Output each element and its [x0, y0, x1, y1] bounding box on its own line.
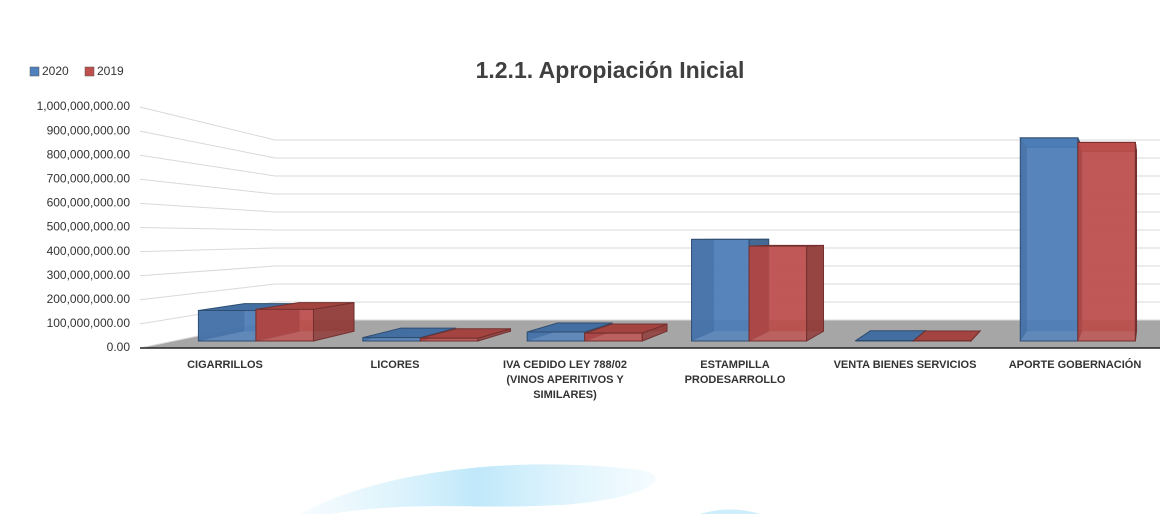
grid-line — [139, 265, 1160, 277]
grid-line — [139, 227, 1160, 231]
x-tick-label: ESTAMPILLA PRODESARROLLO — [684, 359, 786, 386]
bar-front — [197, 310, 257, 342]
grid-line — [139, 283, 1160, 301]
x-tick-label: LICORES — [370, 359, 420, 371]
y-tick-label: 300,000,000.00 — [47, 268, 131, 282]
bar-front — [362, 337, 421, 342]
grid-line — [139, 247, 1160, 253]
bar — [748, 244, 825, 342]
bar-front — [748, 245, 808, 342]
bar-front — [584, 332, 643, 342]
bar-right-side — [806, 244, 825, 342]
y-tick-label: 800,000,000.00 — [47, 147, 131, 161]
y-tick-label: 600,000,000.00 — [47, 196, 131, 210]
y-tick-label: 200,000,000.00 — [47, 292, 131, 306]
grid-line — [139, 154, 1160, 177]
bar — [1077, 141, 1138, 342]
grid-line — [139, 202, 1160, 213]
bar-front — [1019, 137, 1079, 342]
bar — [255, 301, 355, 342]
bar-front — [526, 331, 586, 342]
x-tick-label: APORTE GOBERNACIÓN — [1008, 359, 1142, 371]
x-tick-label: VENTA BIENES SERVICIOS — [833, 359, 977, 371]
y-tick-label: 100,000,000.00 — [47, 316, 131, 330]
y-tick-label: 400,000,000.00 — [47, 244, 131, 258]
bar — [1019, 137, 1083, 342]
grid-line — [139, 301, 1160, 325]
watermark — [700, 509, 760, 514]
legend-swatch — [84, 66, 95, 77]
legend-label: 2019 — [97, 64, 124, 78]
bar — [912, 329, 982, 343]
bar-front — [691, 238, 750, 342]
watermark — [300, 464, 656, 514]
y-tick-label: 700,000,000.00 — [47, 171, 131, 185]
bar — [419, 328, 512, 342]
legend-swatch — [29, 66, 40, 77]
bar-front — [1077, 141, 1136, 342]
y-tick-label: 500,000,000.00 — [47, 220, 131, 234]
y-tick-label: 0.00 — [107, 340, 131, 354]
bar-top — [912, 330, 982, 342]
y-tick-label: 900,000,000.00 — [47, 123, 131, 137]
legend: 2020 2019 — [29, 64, 124, 78]
y-tick-label: 1,000,000,000.00 — [37, 99, 131, 113]
grid-line — [139, 130, 1160, 159]
bar-front — [255, 308, 314, 342]
bar — [584, 323, 668, 342]
grid-line — [139, 106, 1160, 141]
bar-front — [419, 337, 479, 342]
legend-label: 2020 — [42, 64, 69, 78]
x-tick-label: CIGARRILLOS — [187, 359, 263, 371]
chart-title: 1.2.1. Apropiación Inicial — [476, 57, 745, 83]
x-tick-label: IVA CEDIDO LEY 788/02 (VINOS APERITIVOS … — [503, 359, 627, 401]
grid-line — [139, 178, 1160, 195]
